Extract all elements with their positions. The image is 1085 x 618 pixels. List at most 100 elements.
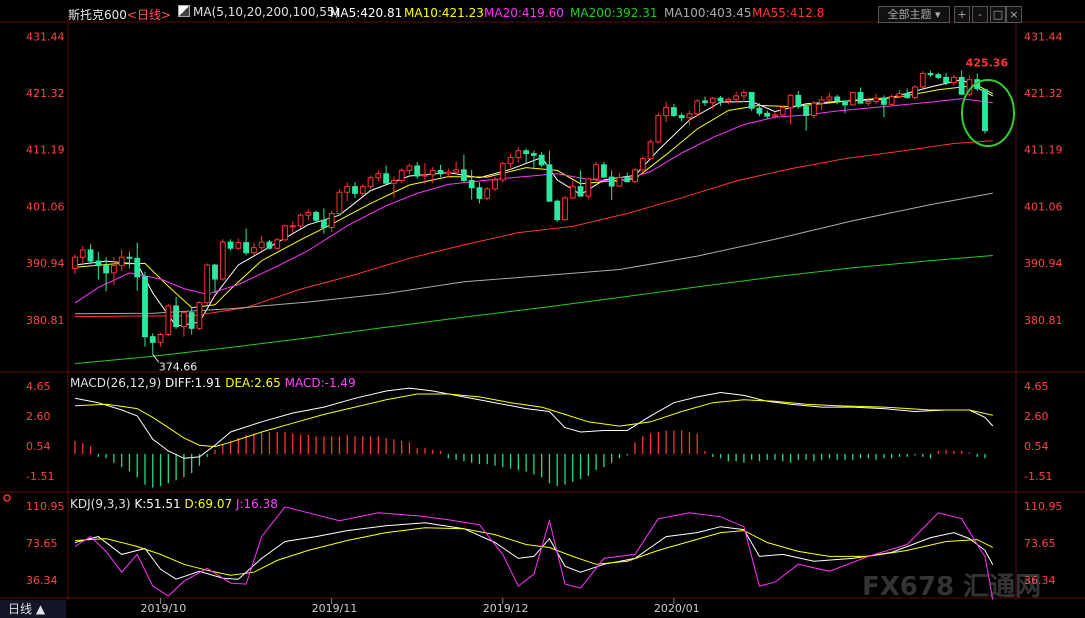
ma-settings-icon[interactable] [178,5,190,17]
ma-line-ma100 [74,192,993,315]
ma-legend: MA5:420.81 MA10:421.23 MA20:419.60 MA200… [0,6,1085,22]
candle-body [678,115,685,119]
candle-body [943,76,950,83]
candle-body [663,107,670,117]
candle-body [72,256,78,269]
kdj-title: KDJ(9,3,3) [70,497,131,511]
price-ytick-right: 421.32 [1024,87,1063,100]
ma-line-ma10 [74,84,994,309]
period-button[interactable]: 日线 ▲ [0,600,66,618]
candle-body [344,186,351,193]
kdj-ytick-left: 73.65 [26,537,58,550]
xtick-label: 2019/12 [483,602,529,615]
zoom-in-button[interactable]: + [954,6,970,23]
macd-value-label: MACD:-1.49 [284,376,356,390]
candle-body [803,106,810,117]
kdj-k-label: K:51.51 [134,497,181,511]
candle-body [460,169,467,181]
kdj-ytick-left: 36.34 [26,574,58,587]
high-annotation: 425.36 [966,56,1009,69]
candle-body [702,100,708,104]
candle-body [795,94,802,108]
candle-body [810,102,817,117]
candle-body [748,92,755,109]
candle-body [437,169,444,175]
kdj-ytick-right: 110.95 [1024,500,1063,513]
macd-dea-label: DEA:2.65 [225,376,281,390]
xtick-label: 2019/11 [312,602,358,615]
chevron-down-icon: ▾ [934,8,941,21]
candle-body [453,169,460,173]
price-ytick-left: 401.06 [26,200,65,213]
candle-body [818,99,825,104]
candle-body [87,249,94,262]
candle-body [756,107,763,114]
symbol-name: 斯托克600 [68,8,127,22]
candle-body [865,101,872,104]
candle-body [593,164,600,180]
candle-body [655,115,662,143]
candle-body [266,241,273,249]
kdj-ytick-right: 36.34 [1024,574,1056,587]
candle-body [126,256,133,259]
zoom-out-button[interactable]: - [972,6,988,23]
price-ytick-left: 380.81 [26,314,65,327]
candle-body [289,225,296,228]
price-ytick-right: 390.94 [1024,257,1063,270]
candle-body [725,98,732,102]
candle-body [919,73,926,88]
macd-ytick-right: 2.60 [1024,410,1049,423]
candle-body [772,114,778,117]
candle-body [740,92,747,97]
candle-body [359,186,366,194]
highlight-circle [961,79,1015,147]
candle-body [398,169,405,181]
candle-body [390,179,397,184]
price-ytick-left: 390.94 [26,257,65,270]
kdj-ytick-left: 110.95 [26,500,65,513]
candle-body [888,95,895,105]
macd-ytick-left: 4.65 [26,380,51,393]
candle-body [219,241,226,280]
watermark: FX678 汇通网 [862,572,1042,602]
candle-body [204,264,211,304]
price-ytick-left: 411.19 [26,144,65,157]
candle-body [173,305,180,328]
kdj-line-j [74,506,994,600]
candle-body [243,242,250,254]
macd-ytick-right: 0.54 [1024,440,1049,453]
candle-body [445,171,452,175]
zoom-in-icon: + [957,8,967,21]
price-ytick-left: 421.32 [26,87,65,100]
candle-body [305,211,312,216]
candle-body [709,97,716,104]
macd-line-diff [74,387,994,459]
macd-ytick-left: 2.60 [26,410,51,423]
maximize-button[interactable]: □ [990,6,1006,23]
ma-line-ma55 [74,140,993,318]
candle-body [484,188,491,199]
theme-select[interactable]: 全部主题 ▾ [878,6,950,23]
candle-body [826,96,833,101]
candle-body [694,100,701,115]
candle-body [95,260,102,267]
candle-body [118,256,125,267]
candle-body [546,164,553,202]
kdj-marker-icon [3,494,11,502]
ma200-label: MA200:392.31 [570,6,658,20]
candle-body [686,113,693,119]
candle-body [958,76,965,95]
candle-body [670,107,677,117]
candle-body [577,186,584,197]
ma10-label: MA10:421.23 [404,6,484,20]
candle-body [507,157,514,165]
price-ytick-right: 411.19 [1024,144,1063,157]
candle-body [873,97,880,103]
candle-body [227,241,234,249]
macd-title: MACD(26,12,9) [70,376,162,390]
candle-body [149,336,156,343]
close-button[interactable]: × [1006,6,1022,23]
close-icon: × [1009,8,1019,21]
candle-body [834,96,841,102]
macd-line-dea [74,393,993,448]
